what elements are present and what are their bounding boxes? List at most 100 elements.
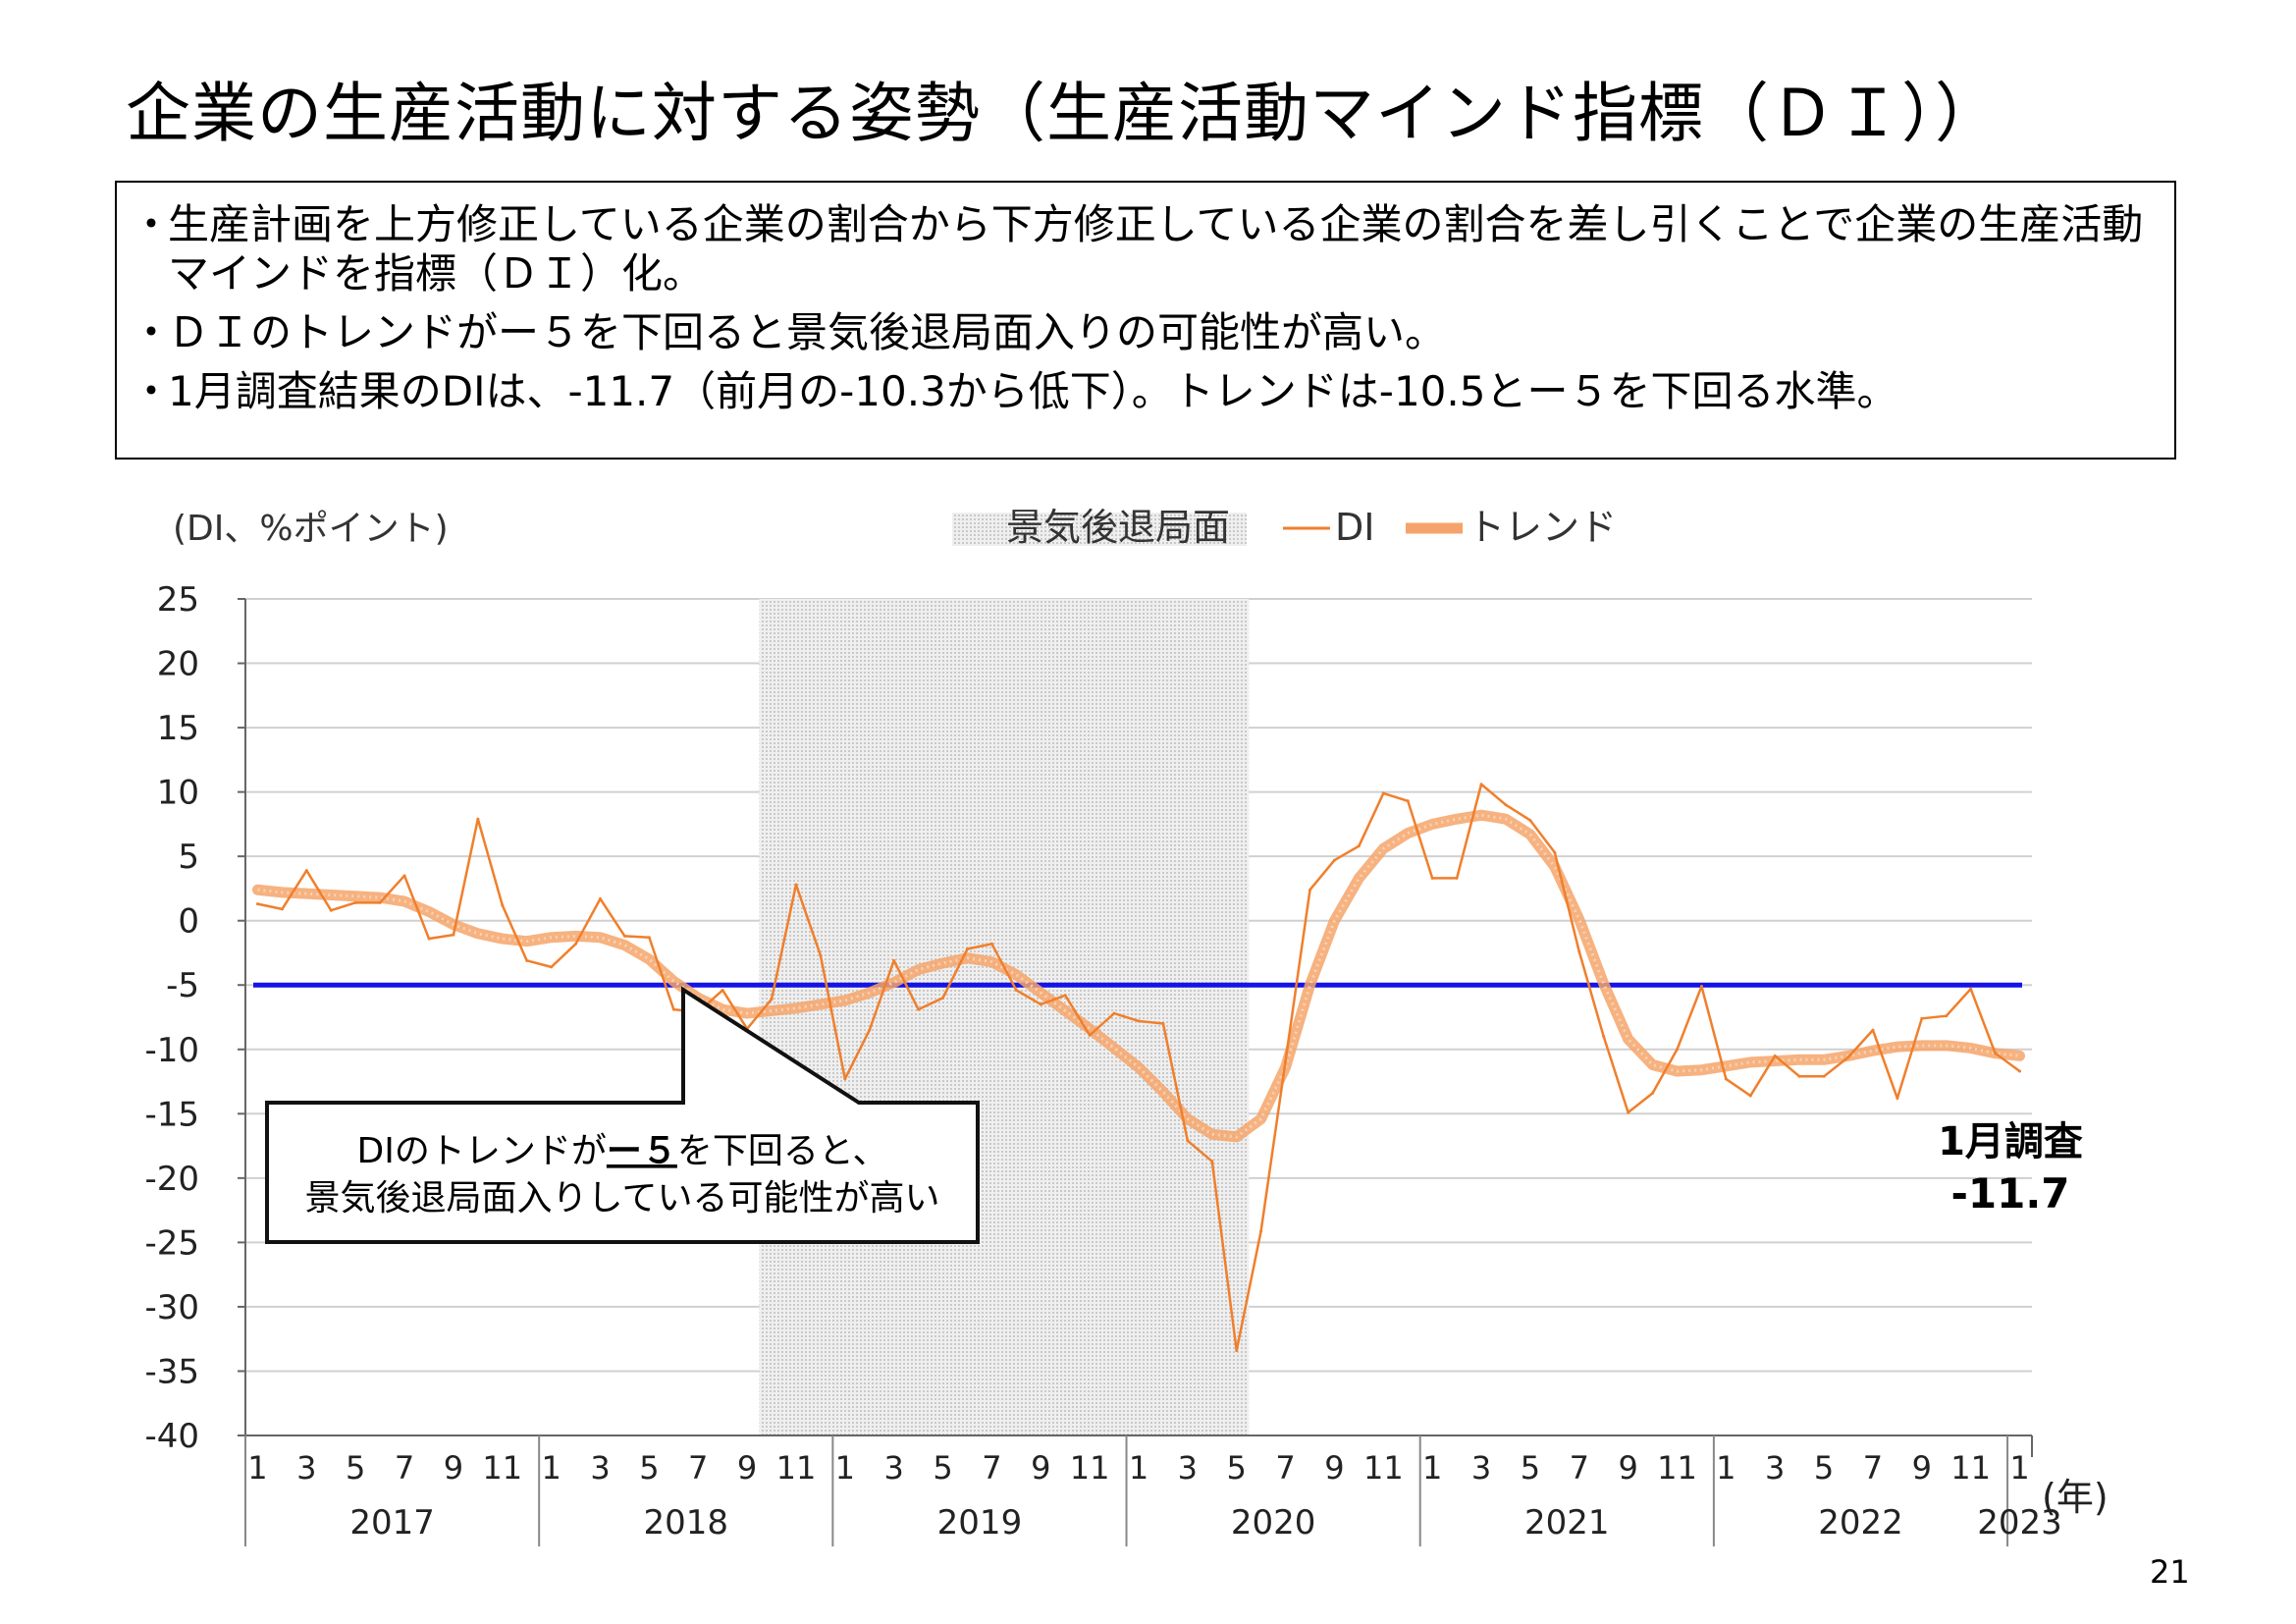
month-tick-label: 5 <box>346 1449 365 1487</box>
y-tick-label: -35 <box>144 1352 199 1391</box>
di-point <box>2018 1069 2022 1073</box>
legend-di-label: DI <box>1335 506 1374 549</box>
month-tick-label: 1 <box>1716 1449 1735 1487</box>
summary-bullet-1: 生産計画を上方修正している企業の割合から下方修正している企業の割合を差し引くこと… <box>131 200 2157 298</box>
month-tick-label: 11 <box>1657 1449 1697 1487</box>
di-point <box>574 942 578 946</box>
di-point <box>1699 985 1703 989</box>
di-point <box>1063 994 1067 998</box>
month-tick-label: 7 <box>688 1449 708 1487</box>
di-point <box>255 902 259 906</box>
y-tick-label: -5 <box>166 966 199 1005</box>
di-point <box>427 937 431 941</box>
month-tick-label: 11 <box>1950 1449 1991 1487</box>
page-title: 企業の生産活動に対する姿勢（生産活動マインド指標（ＤＩ）） <box>126 76 2001 151</box>
month-tick-label: 7 <box>1275 1449 1295 1487</box>
di-point <box>1088 1033 1092 1037</box>
month-tick-label: 5 <box>639 1449 659 1487</box>
y-tick-label: 10 <box>157 774 199 813</box>
latest-label-line2: -11.7 <box>1950 1169 2069 1218</box>
di-point <box>819 953 823 957</box>
month-tick-label: 7 <box>1863 1449 1883 1487</box>
di-point <box>501 903 505 907</box>
month-tick-label: 1 <box>1129 1449 1148 1487</box>
di-point <box>1014 988 1018 992</box>
y-tick-label: -25 <box>144 1223 199 1263</box>
di-point <box>1504 803 1508 807</box>
di-point <box>721 988 724 992</box>
di-point <box>1920 1016 1924 1020</box>
month-tick-label: 5 <box>1814 1449 1834 1487</box>
di-point <box>1430 876 1434 880</box>
month-tick-label: 5 <box>1521 1449 1540 1487</box>
month-tick-label: 11 <box>776 1449 817 1487</box>
di-point <box>1381 791 1385 795</box>
y-tick-label: -15 <box>144 1095 199 1134</box>
di-point <box>941 996 945 1000</box>
di-point <box>353 900 357 904</box>
callout-line1-post: を下回ると、 <box>677 1131 888 1171</box>
di-point <box>1797 1074 1801 1078</box>
callout-line1-pre: DIのトレンドが <box>357 1131 607 1171</box>
month-tick-label: 5 <box>933 1449 952 1487</box>
di-point <box>1039 1002 1042 1006</box>
y-tick-label: 20 <box>157 645 199 684</box>
recession-band <box>759 599 1250 1435</box>
di-point <box>1455 876 1459 880</box>
month-tick-label: 9 <box>1912 1449 1932 1487</box>
y-tick-label: 5 <box>178 838 199 877</box>
trend-line-texture <box>257 813 2020 1139</box>
di-point <box>647 936 651 940</box>
di-point <box>476 817 480 821</box>
di-point <box>1357 844 1361 848</box>
di-point <box>550 965 554 969</box>
legend-recession-label: 景気後退局面 <box>1006 506 1230 549</box>
month-tick-label: 1 <box>541 1449 561 1487</box>
di-point <box>843 1077 847 1081</box>
di-point <box>1332 858 1336 862</box>
di-point <box>1528 818 1532 822</box>
di-point <box>1651 1091 1655 1095</box>
month-tick-label: 11 <box>482 1449 522 1487</box>
di-point <box>1259 1229 1263 1233</box>
di-point <box>525 958 529 962</box>
year-label: 2017 <box>349 1503 435 1543</box>
di-point <box>1406 799 1410 803</box>
di-point <box>1235 1348 1239 1352</box>
month-tick-label: 9 <box>737 1449 757 1487</box>
y-tick-label: -30 <box>144 1288 199 1327</box>
di-point <box>1479 783 1483 786</box>
di-point <box>1969 987 1973 991</box>
month-tick-label: 9 <box>1618 1449 1637 1487</box>
di-point <box>1748 1094 1752 1098</box>
di-point <box>1553 850 1557 854</box>
month-tick-label: 1 <box>1422 1449 1442 1487</box>
month-tick-label: 11 <box>1363 1449 1404 1487</box>
month-tick-label: 1 <box>2009 1449 2029 1487</box>
month-tick-label: 3 <box>1178 1449 1198 1487</box>
di-point <box>1724 1077 1728 1081</box>
y-tick-label: -10 <box>144 1031 199 1070</box>
di-point <box>402 874 406 878</box>
month-tick-label: 1 <box>835 1449 855 1487</box>
month-tick-label: 3 <box>1471 1449 1491 1487</box>
y-tick-label: 15 <box>157 709 199 748</box>
month-tick-label: 3 <box>296 1449 316 1487</box>
legend-recession-swatch <box>952 513 1247 546</box>
month-tick-label: 9 <box>1031 1449 1050 1487</box>
di-point <box>794 883 798 887</box>
di-point <box>892 958 896 962</box>
y-tick-label: -20 <box>144 1160 199 1199</box>
di-point <box>304 869 308 873</box>
di-point <box>329 908 333 912</box>
month-tick-label: 3 <box>884 1449 904 1487</box>
di-point <box>671 1007 675 1011</box>
di-point <box>965 947 969 951</box>
month-tick-label: 3 <box>590 1449 610 1487</box>
di-point <box>599 896 603 900</box>
year-label: 2023 <box>1977 1503 2062 1543</box>
y-unit-label: (DI、%ポイント) <box>173 509 449 549</box>
year-label: 2021 <box>1524 1503 1610 1543</box>
year-label: 2018 <box>644 1503 729 1543</box>
